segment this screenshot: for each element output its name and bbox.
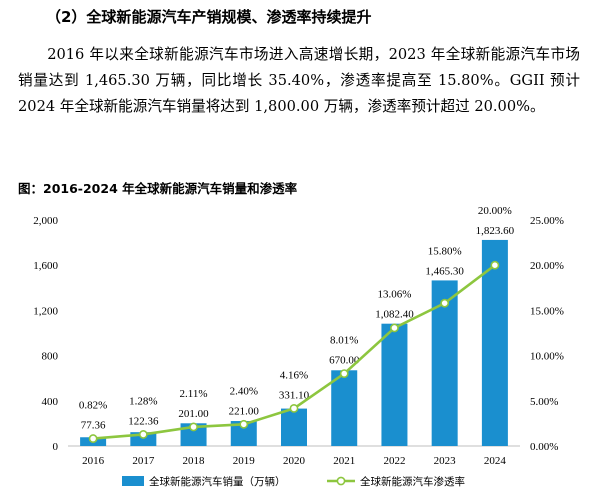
legend-bar-swatch xyxy=(122,476,144,486)
y-right-tick-label: 20.00% xyxy=(530,260,564,272)
penetration-value-label: 4.16% xyxy=(280,369,308,381)
sales-value-label: 331.10 xyxy=(279,389,310,401)
x-tick-label: 2016 xyxy=(82,455,105,467)
x-tick-label: 2022 xyxy=(383,455,405,467)
sales-bar xyxy=(281,408,307,446)
penetration-value-label: 2.40% xyxy=(230,385,258,397)
y-left-tick-label: 0 xyxy=(53,441,59,453)
legend-line-marker xyxy=(336,476,346,486)
penetration-value-label: 8.01% xyxy=(330,335,358,347)
penetration-value-label: 13.06% xyxy=(377,289,411,301)
y-left-tick-label: 1,600 xyxy=(33,260,58,272)
y-right-tick-label: 0.00% xyxy=(530,441,558,453)
sales-value-label: 77.36 xyxy=(81,420,106,432)
penetration-point xyxy=(88,434,98,443)
penetration-point xyxy=(490,260,500,270)
x-tick-label: 2021 xyxy=(333,455,355,467)
sales-value-label: 1,823.60 xyxy=(476,225,515,237)
sales-bar xyxy=(481,239,508,446)
penetration-point xyxy=(440,298,450,308)
legend-line-label: 全球新能源汽车渗透率 xyxy=(360,475,465,488)
penetration-point xyxy=(189,422,198,432)
legend-bar-label: 全球新能源汽车销量（万辆） xyxy=(149,475,286,488)
penetration-labels: 0.82% 1.28% 2.11% 2.40% 4.16% 8.01% 13.06% 15.8… xyxy=(79,205,512,412)
sales-penetration-chart: 0 400 800 1,200 1,600 2,000 0.00% 5.00% 10.00% 15… xyxy=(33,205,564,488)
sales-value-label: 221.00 xyxy=(229,405,260,417)
chart-legend: 全球新能源汽车销量（万辆） 全球新能源汽车渗透率 xyxy=(122,475,465,488)
y-left-tick-label: 800 xyxy=(42,351,59,363)
sales-bar xyxy=(331,370,358,446)
chart-axes: 0 400 800 1,200 1,600 2,000 0.00% 5.00% 10.00% 15… xyxy=(33,215,564,467)
sales-bar-labels: 77.36 122.36 201.00 221.00 331.10 670.00 1,082… xyxy=(81,225,515,432)
intro-paragraph: 2016 年以来全球新能源汽车市场进入高速增长期，2023 年全球新能源汽车市场… xyxy=(18,46,580,115)
x-tick-label: 2020 xyxy=(283,455,306,467)
penetration-point xyxy=(138,430,148,439)
sales-value-label: 201.00 xyxy=(178,408,209,420)
penetration-point xyxy=(390,323,399,333)
penetration-point xyxy=(339,369,349,378)
penetration-value-label: 0.82% xyxy=(79,400,107,412)
penetration-line xyxy=(88,260,500,443)
x-tick-label: 2017 xyxy=(132,455,155,467)
sales-value-label: 670.00 xyxy=(329,355,360,367)
sales-value-label: 1,082.40 xyxy=(375,309,414,321)
y-right-tick-label: 15.00% xyxy=(530,305,564,317)
y-left-tick-label: 1,200 xyxy=(33,305,58,317)
sales-bar xyxy=(381,323,408,446)
penetration-value-label: 15.80% xyxy=(428,245,462,257)
y-right-tick-label: 10.00% xyxy=(530,351,564,363)
section-heading: （2）全球新能源汽车产销规模、渗透率持续提升 xyxy=(46,8,372,26)
penetration-point xyxy=(239,419,249,429)
x-tick-label: 2018 xyxy=(183,455,206,467)
sales-value-label: 1,465.30 xyxy=(425,265,464,277)
penetration-point xyxy=(289,403,299,413)
y-left-tick-label: 2,000 xyxy=(33,215,58,227)
sales-value-label: 122.36 xyxy=(128,415,159,427)
y-right-tick-label: 5.00% xyxy=(530,396,558,408)
figure-title: 图：2016-2024 年全球新能源汽车销量和渗透率 xyxy=(18,181,298,196)
penetration-value-label: 1.28% xyxy=(129,395,157,407)
penetration-value-label: 2.11% xyxy=(180,388,208,400)
x-tick-label: 2023 xyxy=(434,455,457,467)
penetration-value-label: 20.00% xyxy=(478,205,512,217)
y-left-tick-label: 400 xyxy=(42,396,59,408)
y-right-tick-label: 25.00% xyxy=(530,215,564,227)
x-tick-label: 2019 xyxy=(233,455,256,467)
x-tick-label: 2024 xyxy=(484,455,507,467)
